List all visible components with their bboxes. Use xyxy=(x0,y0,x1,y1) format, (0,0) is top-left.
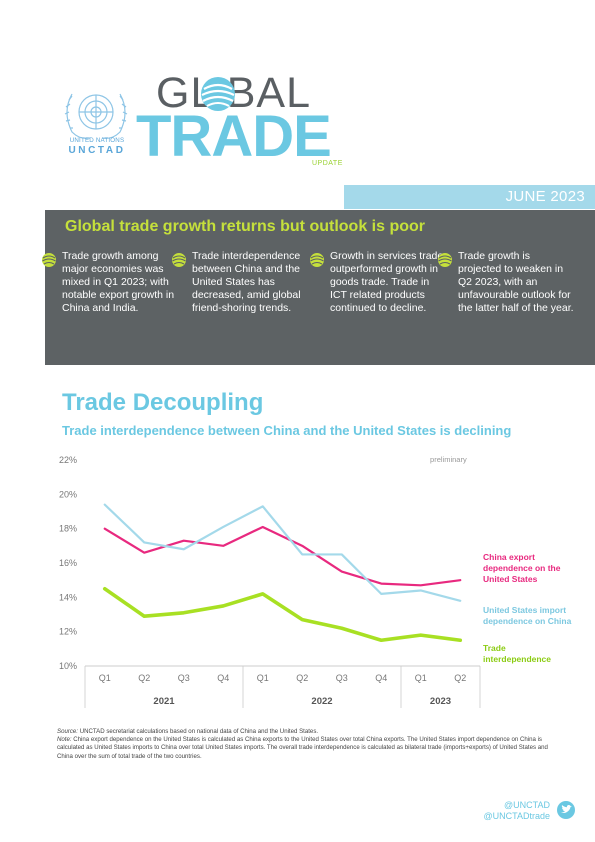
highlight-item: Trade growth is projected to weaken in Q… xyxy=(438,250,576,315)
series-label-line: United States import xyxy=(483,605,566,615)
preliminary-annotation: preliminary xyxy=(430,455,467,464)
note-label: Note: xyxy=(57,736,72,744)
twitter-icon[interactable] xyxy=(557,801,575,819)
series-label-line: China export xyxy=(483,552,535,562)
y-tick-label: 20% xyxy=(59,489,77,499)
x-tick-label: Q2 xyxy=(296,673,308,683)
x-tick-label: Q3 xyxy=(178,673,190,683)
section-subtitle: Trade interdependence between China and … xyxy=(62,423,512,438)
series-label-line: dependence on China xyxy=(483,616,572,626)
series-line xyxy=(102,586,463,643)
note-text: China export dependence on the United St… xyxy=(57,736,548,760)
source-label: Source: xyxy=(57,728,79,735)
section-title: Trade Decoupling xyxy=(62,389,264,416)
trade-decoupling-chart: 22% 20% 18% 16% 14% 12% 10% Q1 Q2 Q3 Q4 Q1 Q2 Q3 Q4 Q1 Q… xyxy=(59,455,572,708)
series-label-line: United States xyxy=(483,574,538,584)
swirl-bullet-icon xyxy=(310,253,324,267)
x-tick-label: Q1 xyxy=(415,673,427,683)
highlights-panel xyxy=(45,210,595,365)
year-label: 2021 xyxy=(153,696,175,707)
date-banner: JUNE 2023 xyxy=(344,185,595,209)
unctad-label: UNCTAD xyxy=(68,145,126,156)
highlight-item: Trade interdependence between China and … xyxy=(172,250,310,315)
series-label: Trade interdependence xyxy=(483,643,551,664)
globe-icon xyxy=(201,77,235,111)
highlight-text: Growth in services trade outperformed gr… xyxy=(330,250,444,314)
x-tick-label: Q3 xyxy=(336,673,348,683)
series-label-line: interdependence xyxy=(483,654,551,664)
y-tick-label: 12% xyxy=(59,627,77,637)
update-label: UPDATE xyxy=(312,160,343,167)
un-name-label: UNITED NATIONS xyxy=(69,137,125,144)
x-tick-label: Q2 xyxy=(138,673,150,683)
swirl-bullet-icon xyxy=(42,253,56,267)
series-line xyxy=(103,503,462,602)
year-label: 2023 xyxy=(430,696,451,707)
trade-wordmark: TRADE xyxy=(136,104,332,169)
social-handle-unctad[interactable]: @UNCTAD xyxy=(504,800,550,810)
swirl-bullet-icon xyxy=(172,253,186,267)
series-label-line: Trade xyxy=(483,643,506,653)
social-handle-unctadtrade[interactable]: @UNCTADtrade xyxy=(483,811,550,821)
highlight-item: Growth in services trade outperformed gr… xyxy=(310,250,448,315)
series-label: United States import dependence on China xyxy=(483,605,572,626)
series-label-line: dependence on the xyxy=(483,563,561,573)
highlight-text: Trade growth among major economies was m… xyxy=(62,250,175,314)
highlights-title: Global trade growth returns but outlook … xyxy=(65,218,425,235)
x-tick-label: Q4 xyxy=(217,673,229,683)
x-tick-label: Q1 xyxy=(257,673,269,683)
y-tick-label: 16% xyxy=(59,558,77,568)
highlight-item: Trade growth among major economies was m… xyxy=(42,250,180,315)
x-tick-label: Q4 xyxy=(375,673,387,683)
year-label: 2022 xyxy=(311,696,332,707)
highlight-text: Trade growth is projected to weaken in Q… xyxy=(458,250,574,314)
issue-date: JUNE 2023 xyxy=(505,188,585,205)
highlight-text: Trade interdependence between China and … xyxy=(192,250,301,314)
un-emblem-icon xyxy=(64,93,128,139)
source-text: UNCTAD secretariat calculations based on… xyxy=(78,728,319,735)
y-tick-label: 14% xyxy=(59,592,77,602)
y-tick-label: 18% xyxy=(59,524,77,534)
x-tick-label: Q1 xyxy=(99,673,111,683)
chart-notes: Source: UNCTAD secretariat calculations … xyxy=(57,728,552,761)
swirl-bullet-icon xyxy=(438,253,452,267)
y-tick-label: 22% xyxy=(59,455,77,465)
series-line xyxy=(103,525,462,587)
x-tick-label: Q2 xyxy=(454,673,466,683)
series-label: China export dependence on the United Stat… xyxy=(483,552,561,584)
y-tick-label: 10% xyxy=(59,661,77,671)
